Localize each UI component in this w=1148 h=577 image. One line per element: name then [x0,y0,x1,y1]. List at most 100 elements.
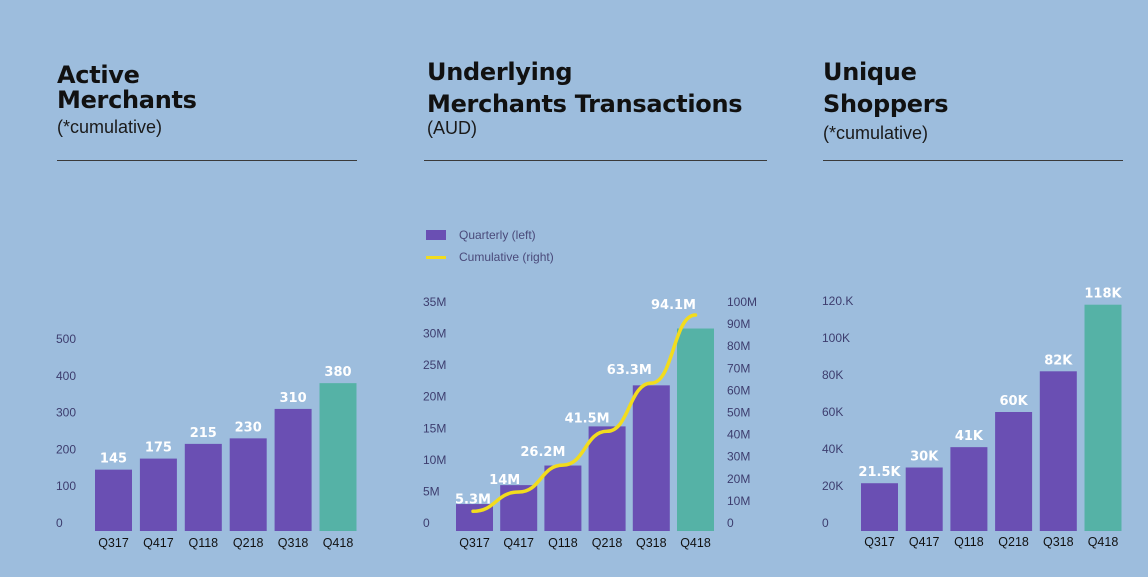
chart3-category-label: Q417 [909,535,940,549]
chart3-data-label: 60K [1000,394,1029,409]
chart1-category-label: Q318 [278,536,309,550]
panel3-title: Unique Shoppers [823,57,949,119]
chart2-category-label: Q318 [636,536,667,550]
chart3-ytick-label: 0 [822,516,829,530]
chart2-y2tick-label: 60M [727,383,750,397]
chart1-data-label: 175 [145,441,172,456]
legend-item-cumulative: Cumulative (right) [426,250,554,264]
chart3-category-label: Q317 [864,535,895,549]
chart3-bar [905,467,943,531]
chart3-ytick-label: 80K [822,368,843,382]
chart2-y2tick-label: 100M [727,295,757,309]
chart1-bar [139,458,177,531]
panel2-subtitle: (AUD) [427,118,477,138]
chart1-data-label: 145 [100,452,127,467]
panel3-title-line2: Shoppers [823,90,949,118]
chart1-category-label: Q418 [323,536,354,550]
panel2-title: Underlying Merchants Transactions [427,57,743,119]
chart2-cumulative-line [471,313,698,514]
chart2-y2tick-label: 20M [727,472,750,486]
chart3-ytick-label: 120.K [822,294,853,308]
chart2-bar [677,328,714,531]
chart2-y2tick-label: 30M [727,450,750,464]
chart3-ytick-label: 20K [822,479,843,493]
panel1-title-line2: Merchants [57,86,197,114]
panel3-title-line1: Unique [823,58,917,86]
chart2-ytick-label: 30M [423,327,446,341]
panel2-title-line2: Merchants Transactions [427,90,743,118]
chart2-ytick-label: 15M [423,421,446,435]
chart1-bar [95,469,132,531]
chart3-ytick-label: 40K [822,442,843,456]
chart1-data-label: 380 [324,365,351,380]
chart3-data-label: 30K [910,450,939,465]
chart1-data-label: 310 [280,391,307,406]
chart2-category-label: Q218 [592,536,623,550]
chart2-y2tick-label: 90M [727,317,750,331]
chart3-ytick-label: 100K [822,331,850,345]
chart2-line-data-label: 5.3M [455,492,491,507]
legend-line-swatch [426,255,446,259]
chart2-ytick-label: 20M [423,390,446,404]
chart3-data-label: 118K [1084,287,1122,302]
chart2-y2tick-label: 0 [727,516,734,530]
chart2-category-label: Q418 [680,536,711,550]
chart1-data-label: 215 [190,426,217,441]
chart3-ytick-label: 60K [822,405,843,419]
chart3-category-label: Q218 [998,535,1029,549]
panel1-divider [57,160,357,161]
chart3-category-label: Q118 [954,535,984,549]
chart2-line-data-label: 14M [489,473,520,488]
legend-bar-swatch [426,230,446,240]
chart1-category-label: Q417 [143,536,174,550]
chart1-ytick-label: 0 [56,516,63,530]
chart3-category-label: Q318 [1043,535,1074,549]
chart1-bar [184,443,222,531]
chart2-ytick-label: 10M [423,453,446,467]
chart2-y2tick-label: 80M [727,339,750,353]
chart3-category-label: Q418 [1088,535,1119,549]
legend-line-label: Cumulative (right) [459,250,554,264]
chart3-bar [861,483,898,531]
panel1-subtitle: (*cumulative) [57,117,163,137]
chart2-ytick-label: 25M [423,358,446,372]
chart1-category-label: Q118 [188,536,218,550]
chart2-category-label: Q317 [459,536,490,550]
chart2-category-label: Q118 [548,536,578,550]
chart2-line-data-label: 94.1M [651,298,696,313]
chart3-bar [1039,371,1077,531]
chart2-line-data-label: 63.3M [607,363,652,378]
chart1-bar [274,408,312,531]
legend-bar-label: Quarterly (left) [459,228,536,242]
chart2-ytick-label: 5M [423,484,440,498]
panel2-divider [424,160,767,161]
chart2-line-data-label: 26.2M [520,445,565,460]
chart2-ytick-label: 35M [423,295,446,309]
chart1-category-label: Q218 [233,536,264,550]
chart2-category-label: Q417 [503,536,534,550]
chart1-ytick-label: 200 [56,442,76,456]
chart1-ytick-label: 400 [56,369,76,383]
chart2-bar [632,385,670,531]
chart2-y2tick-label: 40M [727,428,750,442]
chart3-bar [1084,304,1122,531]
chart2-y2tick-label: 10M [727,494,750,508]
legend-item-quarterly: Quarterly (left) [426,228,536,242]
panel3-divider [823,160,1123,161]
panel1-title: Active Merchants [57,60,197,115]
chart1-ytick-label: 100 [56,479,76,493]
chart1-bar [229,438,267,531]
chart1-data-label: 230 [235,420,262,435]
chart3-bar [995,412,1033,531]
chart2-y2tick-label: 70M [727,361,750,375]
chart1-ytick-label: 500 [56,332,76,346]
panel2-title-line1: Underlying [427,58,573,86]
chart2-y2tick-label: 50M [727,406,750,420]
chart3-data-label: 41K [955,429,984,444]
chart2-bar [588,426,626,531]
chart3-data-label: 21.5K [858,465,901,480]
chart3-data-label: 82K [1044,353,1073,368]
chart1-ytick-label: 300 [56,406,76,420]
chart2-line-data-label: 41.5M [565,411,610,426]
chart2-bar [544,465,582,531]
